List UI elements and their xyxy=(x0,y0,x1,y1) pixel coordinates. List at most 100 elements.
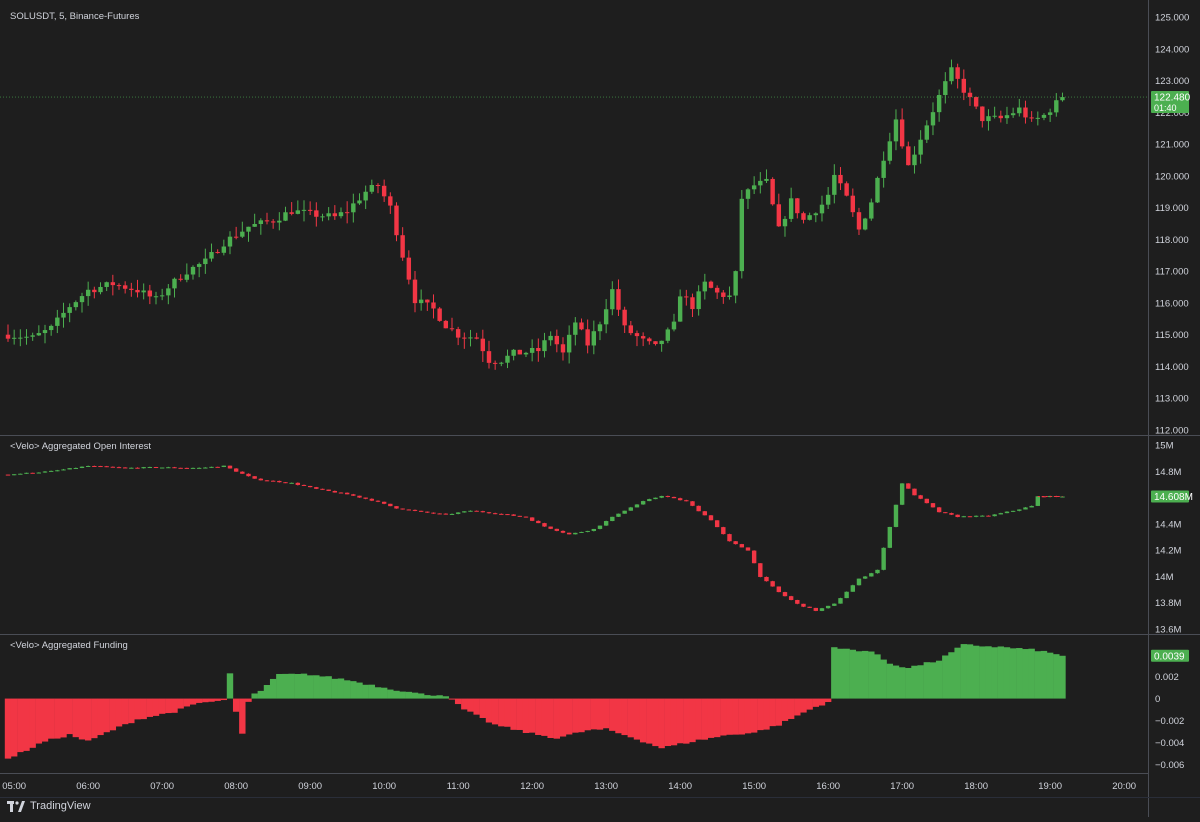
open_interest-candle xyxy=(653,497,658,500)
open_interest-candle xyxy=(320,488,325,490)
price-candle xyxy=(517,349,523,355)
open_interest-candle xyxy=(708,515,714,521)
price-candle xyxy=(856,207,862,235)
funding-bar xyxy=(744,698,752,734)
open_interest-candle xyxy=(178,467,183,469)
price-candle xyxy=(554,329,560,353)
price-last-value-countdown: 01:40 xyxy=(1154,103,1177,113)
price-candle xyxy=(1041,113,1047,121)
open_interest-candle xyxy=(659,495,664,499)
funding-bar xyxy=(590,698,598,730)
open_interest-candle xyxy=(394,506,399,509)
time-tick-label: 09:00 xyxy=(298,781,322,792)
open_interest-candle xyxy=(412,509,418,512)
price-candle xyxy=(67,303,72,323)
price-candle xyxy=(332,205,338,220)
time-axis: 05:00 06:00 07:00 08:00 09:00 10:00 11:00 12:00… xyxy=(2,781,1136,792)
price-candle xyxy=(973,96,979,110)
time-tick-label: 16:00 xyxy=(816,781,840,792)
price-candle xyxy=(906,141,911,166)
open_interest-candle xyxy=(992,514,997,517)
price-candle xyxy=(690,293,695,318)
funding-bar xyxy=(220,698,228,701)
price-y-tick: 120.000 xyxy=(1155,171,1189,182)
funding-bar xyxy=(226,673,234,699)
price-candle xyxy=(961,69,967,101)
open_interest-candle xyxy=(98,465,103,468)
open_interest-candle xyxy=(838,597,843,604)
open_interest-candle xyxy=(215,466,220,468)
price-candle xyxy=(1010,107,1016,118)
funding-bar xyxy=(849,649,857,699)
price-candle xyxy=(807,212,812,221)
price-candle xyxy=(486,340,492,369)
price-candle xyxy=(955,63,960,89)
price-candle xyxy=(437,306,442,322)
funding-bar xyxy=(128,698,135,724)
funding-bar xyxy=(1059,655,1066,699)
price-candle xyxy=(1004,106,1010,124)
price-candle xyxy=(418,289,424,311)
open_interest-candle xyxy=(788,595,794,601)
funding-bar xyxy=(874,654,881,699)
price-candle xyxy=(178,274,183,282)
price-candle xyxy=(511,348,516,361)
price-candle xyxy=(825,187,831,210)
price-candle xyxy=(585,319,590,354)
price-candle xyxy=(258,218,264,235)
funding-bar xyxy=(917,665,924,699)
oi-y-tick: 14M xyxy=(1155,572,1174,583)
funding-bar xyxy=(343,680,351,699)
open_interest-candle xyxy=(307,485,313,488)
funding-bar xyxy=(584,698,591,731)
open_interest-candle xyxy=(295,482,301,486)
price-candle xyxy=(832,164,837,204)
open_interest-candle xyxy=(388,503,393,507)
time-tick-label: 13:00 xyxy=(594,781,618,792)
open_interest-candle xyxy=(184,467,190,469)
funding-bar xyxy=(448,698,456,700)
funding-bar xyxy=(596,698,604,730)
open_interest-candle xyxy=(48,470,54,472)
open_interest-candle xyxy=(782,591,788,597)
price-candle xyxy=(55,309,60,334)
funding-bar xyxy=(319,676,326,699)
funding-bar xyxy=(794,698,801,716)
price-candle xyxy=(591,320,597,355)
open_interest-candle xyxy=(1023,507,1028,510)
funding-bar xyxy=(350,681,357,699)
funding-bar xyxy=(430,695,437,699)
funding-bar xyxy=(491,698,499,725)
price-candle xyxy=(443,319,449,329)
price-candle xyxy=(289,202,294,216)
funding-bar xyxy=(29,698,36,748)
funding-bar xyxy=(676,698,684,744)
price-candle xyxy=(751,176,757,195)
open_interest-candle xyxy=(196,467,202,469)
open_interest-candle xyxy=(400,508,405,510)
open_interest-candle xyxy=(801,603,806,608)
price-candle xyxy=(184,263,190,283)
open_interest-candle xyxy=(936,506,942,513)
price-candle xyxy=(129,282,134,297)
funding-bar xyxy=(54,698,61,739)
price-candle xyxy=(455,326,461,346)
funding-bar xyxy=(269,678,277,699)
price-candle xyxy=(412,271,418,313)
open_interest-candle xyxy=(357,495,362,498)
price-candle xyxy=(425,299,430,311)
funding-bar xyxy=(232,698,240,712)
price-candle xyxy=(190,265,196,280)
price-candle xyxy=(474,332,479,340)
open_interest-candle xyxy=(930,503,936,508)
price-candle xyxy=(536,338,541,362)
open_interest-candle xyxy=(647,498,652,502)
funding-bar xyxy=(1053,654,1060,699)
funding-bar xyxy=(442,696,450,699)
open_interest-candle xyxy=(702,510,708,516)
oi-last-value-label: 14.608M xyxy=(1154,492,1193,503)
funding-bar xyxy=(115,698,123,727)
